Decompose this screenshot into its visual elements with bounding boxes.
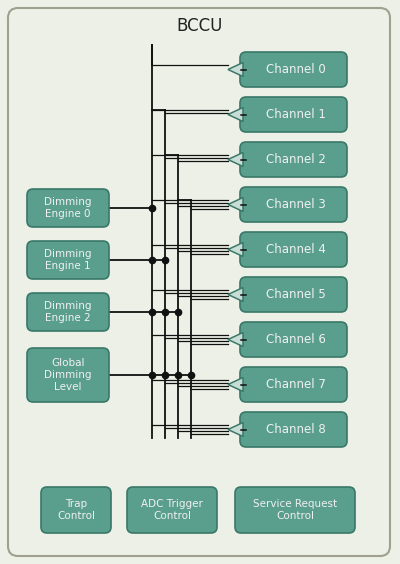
FancyBboxPatch shape <box>240 232 347 267</box>
Polygon shape <box>228 288 243 302</box>
Polygon shape <box>228 108 243 121</box>
FancyBboxPatch shape <box>27 293 109 331</box>
FancyBboxPatch shape <box>235 487 355 533</box>
Text: Channel 7: Channel 7 <box>266 378 326 391</box>
Text: Channel 1: Channel 1 <box>266 108 326 121</box>
FancyBboxPatch shape <box>27 348 109 402</box>
Text: Dimming
Engine 0: Dimming Engine 0 <box>44 197 92 219</box>
Polygon shape <box>228 152 243 166</box>
FancyBboxPatch shape <box>240 52 347 87</box>
Text: Channel 6: Channel 6 <box>266 333 326 346</box>
FancyBboxPatch shape <box>240 367 347 402</box>
Text: Global
Dimming
Level: Global Dimming Level <box>44 358 92 393</box>
Polygon shape <box>228 243 243 257</box>
FancyBboxPatch shape <box>8 8 390 556</box>
FancyBboxPatch shape <box>27 189 109 227</box>
FancyBboxPatch shape <box>240 187 347 222</box>
FancyBboxPatch shape <box>27 241 109 279</box>
FancyBboxPatch shape <box>127 487 217 533</box>
Text: BCCU: BCCU <box>177 17 223 35</box>
FancyBboxPatch shape <box>240 322 347 357</box>
FancyBboxPatch shape <box>240 142 347 177</box>
Text: Service Request
Control: Service Request Control <box>253 499 337 521</box>
FancyBboxPatch shape <box>240 277 347 312</box>
Polygon shape <box>228 377 243 391</box>
Text: Channel 2: Channel 2 <box>266 153 326 166</box>
FancyBboxPatch shape <box>240 97 347 132</box>
Text: ADC Trigger
Control: ADC Trigger Control <box>141 499 203 521</box>
FancyBboxPatch shape <box>240 412 347 447</box>
Polygon shape <box>228 63 243 77</box>
Text: Dimming
Engine 1: Dimming Engine 1 <box>44 249 92 271</box>
Text: Channel 8: Channel 8 <box>266 423 325 436</box>
Text: Dimming
Engine 2: Dimming Engine 2 <box>44 301 92 323</box>
Polygon shape <box>228 197 243 212</box>
Polygon shape <box>228 333 243 346</box>
Text: Trap
Control: Trap Control <box>57 499 95 521</box>
Text: Channel 5: Channel 5 <box>266 288 325 301</box>
Text: Channel 3: Channel 3 <box>266 198 325 211</box>
Text: Channel 0: Channel 0 <box>266 63 325 76</box>
FancyBboxPatch shape <box>41 487 111 533</box>
Polygon shape <box>228 422 243 437</box>
Text: Channel 4: Channel 4 <box>266 243 326 256</box>
